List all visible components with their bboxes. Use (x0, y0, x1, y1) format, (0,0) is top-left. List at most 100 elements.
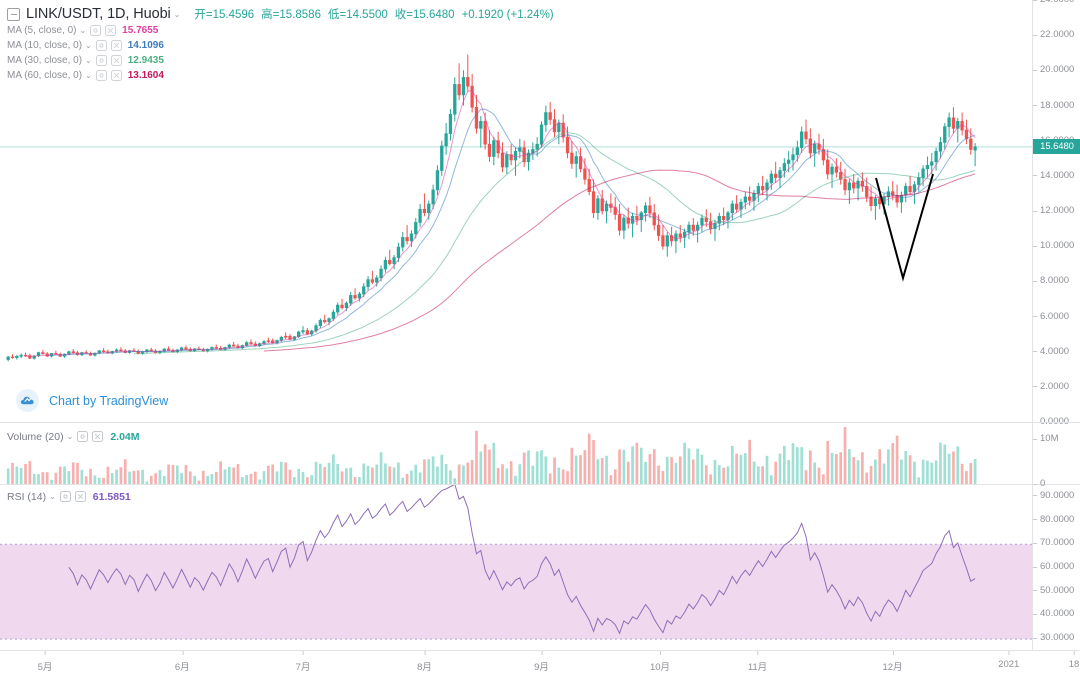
time-label: 5月 (38, 651, 52, 673)
ma-legend-row: MA (30, close, 0) ⌄ 12.9435 (7, 53, 554, 68)
close-icon[interactable] (92, 431, 104, 442)
rsi-tick: 60.0000 (1033, 561, 1080, 573)
time-label: 8月 (417, 651, 432, 673)
scale-separator (1033, 422, 1080, 423)
price-tick: 22.0000 (1033, 29, 1080, 41)
open-label: 开= (194, 9, 213, 21)
rsi-line (68, 485, 976, 635)
price-tick: 18.0000 (1033, 100, 1080, 112)
ma-line-30 (133, 132, 976, 355)
chevron-down-icon[interactable]: ⌄ (85, 56, 92, 65)
ma-legend-row: MA (5, close, 0) ⌄ 15.7655 (7, 23, 554, 38)
time-label: 7月 (296, 651, 310, 673)
ma-legend-value: 13.1604 (127, 70, 164, 81)
ohlc-values: 开=15.4596 高=15.8586 低=14.5500 收=15.6480 +0.1… (194, 6, 553, 22)
hide-icon[interactable] (77, 431, 89, 442)
current-price-badge: 15.6480 (1033, 139, 1080, 155)
rsi-band (0, 544, 1032, 640)
price-tick: 24.0000 (1033, 0, 1080, 6)
ma-legend-value: 14.1096 (127, 40, 164, 51)
volume-series (6, 427, 977, 485)
high-label: 高= (261, 9, 280, 21)
price-tick: 14.0000 (1033, 170, 1080, 182)
scale-separator (1033, 484, 1080, 485)
volume-tick: 0 (1033, 478, 1080, 490)
symbol-row[interactable]: LINK/USDT, 1D, Huobi ⌄ 开=15.4596 高=15.858… (7, 5, 554, 23)
chevron-down-icon[interactable]: ⌄ (173, 9, 181, 19)
symbol-title[interactable]: LINK/USDT, 1D, Huobi (26, 6, 171, 22)
price-tick: 6.0000 (1033, 311, 1080, 323)
candle-series (6, 54, 977, 362)
main-legend: LINK/USDT, 1D, Huobi ⌄ 开=15.4596 高=15.858… (7, 5, 554, 83)
close-icon[interactable] (74, 491, 86, 502)
rsi-tick: 70.0000 (1033, 537, 1080, 549)
hide-icon[interactable] (95, 40, 107, 51)
ma-legend-rows: MA (5, close, 0) ⌄ 15.7655 MA (10, close, 0… (7, 23, 554, 83)
volume-pane[interactable] (0, 422, 1032, 485)
rsi-legend: RSI (14) ⌄ 61.5851 (7, 489, 131, 504)
collapse-box-icon[interactable] (7, 7, 20, 21)
time-label: 6月 (175, 651, 190, 673)
close-icon[interactable] (105, 25, 117, 36)
price-tick: 4.0000 (1033, 346, 1080, 358)
close-icon[interactable] (110, 55, 122, 66)
close-icon[interactable] (110, 70, 122, 81)
high-value: 15.8586 (279, 9, 321, 21)
chevron-down-icon[interactable]: ⌄ (66, 432, 74, 441)
rsi-tick: 50.0000 (1033, 585, 1080, 597)
ma-line-60 (263, 169, 976, 352)
time-label: 10月 (650, 651, 670, 673)
volume-legend-value: 2.04M (110, 430, 140, 443)
ma-legend-value: 12.9435 (127, 55, 164, 66)
ma-legend-row: MA (60, close, 0) ⌄ 13.1604 (7, 68, 554, 83)
price-tick: 8.0000 (1033, 275, 1080, 287)
time-scale[interactable]: 5月 6月 7月 8月 9月 10月 11月 12月 2021 18 (0, 650, 1080, 678)
volume-tick: 10M (1033, 433, 1080, 445)
rsi-pane[interactable] (0, 484, 1032, 651)
rsi-legend-name[interactable]: RSI (14) (7, 490, 47, 503)
chevron-down-icon[interactable]: ⌄ (85, 41, 92, 50)
time-label: 18 (1069, 651, 1079, 670)
tradingview-cloud-icon (16, 389, 39, 412)
price-pane[interactable] (0, 0, 1032, 422)
hide-icon[interactable] (95, 55, 107, 66)
volume-legend-name[interactable]: Volume (20) (7, 430, 64, 443)
rsi-tick: 90.0000 (1033, 490, 1080, 502)
price-scale[interactable]: 24.000022.000020.000018.000016.000014.00… (1032, 0, 1080, 650)
hide-icon[interactable] (90, 25, 102, 36)
chevron-down-icon[interactable]: ⌄ (79, 26, 87, 35)
chevron-down-icon[interactable]: ⌄ (85, 71, 92, 80)
change-value: +0.1920 (+1.24%) (461, 9, 554, 21)
rsi-tick: 40.0000 (1033, 608, 1080, 620)
price-tick: 10.0000 (1033, 240, 1080, 252)
watermark-text: Chart by TradingView (49, 393, 169, 408)
tradingview-watermark[interactable]: Chart by TradingView (16, 389, 168, 412)
low-value: 14.5500 (346, 9, 388, 21)
ma-legend-name[interactable]: MA (30, close, 0) (7, 55, 83, 66)
ma-legend-name[interactable]: MA (5, close, 0) (7, 25, 77, 36)
close-label: 收= (394, 9, 413, 21)
price-tick: 12.0000 (1033, 205, 1080, 217)
ma-legend-row: MA (10, close, 0) ⌄ 14.1096 (7, 38, 554, 53)
hide-icon[interactable] (95, 70, 107, 81)
ma-line-5 (25, 89, 976, 358)
ma-line-10 (47, 108, 976, 357)
rsi-legend-value: 61.5851 (92, 490, 131, 503)
trendline-annotation[interactable] (875, 173, 934, 282)
rsi-tick: 30.0000 (1033, 632, 1080, 644)
ma-legend-name[interactable]: MA (60, close, 0) (7, 70, 83, 81)
open-value: 15.4596 (212, 9, 255, 21)
close-icon[interactable] (110, 40, 122, 51)
close-value: 15.6480 (412, 9, 455, 21)
rsi-tick: 80.0000 (1033, 514, 1080, 526)
hide-icon[interactable] (59, 491, 71, 502)
low-label: 低= (327, 9, 347, 21)
time-label: 12月 (882, 651, 903, 673)
price-tick: 2.0000 (1033, 381, 1080, 393)
chevron-down-icon[interactable]: ⌄ (49, 492, 56, 501)
ma-legend-name[interactable]: MA (10, close, 0) (7, 40, 83, 51)
ma-legend-value: 15.7655 (122, 25, 159, 36)
volume-legend: Volume (20) ⌄ 2.04M (7, 429, 140, 444)
time-label: 9月 (534, 651, 549, 673)
